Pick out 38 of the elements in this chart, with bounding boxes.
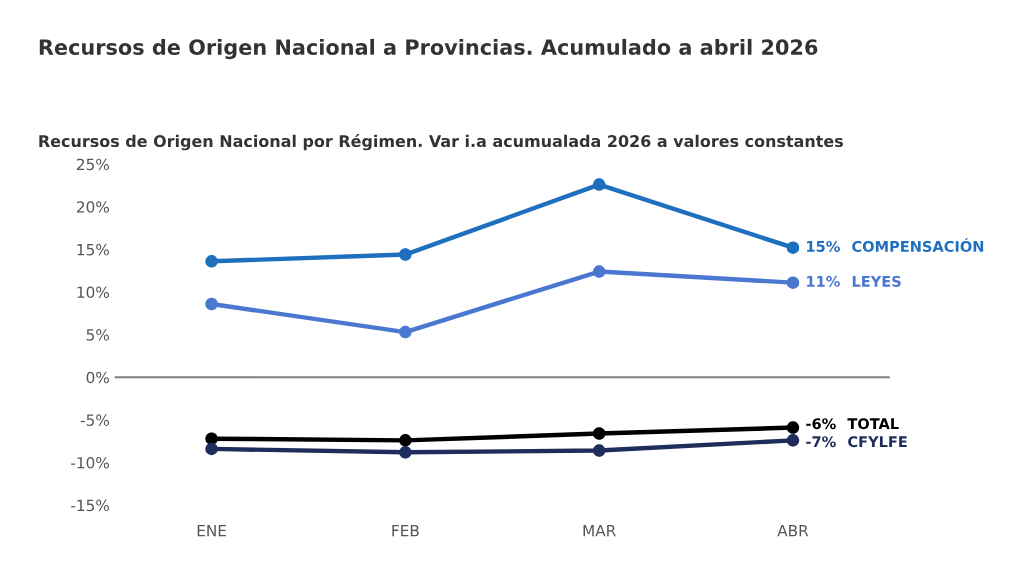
point (786, 434, 800, 447)
point (786, 421, 800, 434)
text: TOTAL (847, 418, 899, 430)
y-tick-label: 0% (86, 371, 109, 384)
point (786, 241, 800, 254)
point (592, 427, 606, 440)
text: COMPENSACIÓN (852, 238, 984, 252)
y-tick-label: 25% (76, 158, 109, 171)
y-tick-label: 20% (76, 201, 109, 213)
point (205, 297, 218, 311)
point (786, 276, 800, 289)
y-tick-label: -5% (80, 414, 109, 426)
y-tick-label: 10% (77, 286, 109, 299)
data-label: -7% (806, 436, 836, 448)
point (592, 265, 606, 278)
point (399, 446, 412, 459)
y-tick-label: 15% (77, 243, 109, 256)
text: CFYLFE (848, 436, 907, 448)
point (399, 434, 412, 447)
text: LEYES (852, 275, 901, 287)
y-tick-label: -15% (71, 499, 109, 512)
point (205, 442, 218, 456)
point (592, 444, 606, 457)
chart-subtitle: Recursos de Origen Nacional por Régimen. Var i.a acumualada 2026 a valores constantes (39, 134, 843, 151)
point (399, 325, 412, 339)
point (399, 248, 412, 261)
point (205, 255, 218, 268)
y-tick-label: 5% (86, 329, 109, 341)
data-label: 15% (807, 240, 840, 252)
x-tick-label: FEB (392, 525, 419, 537)
x-tick-label: ABR (777, 525, 809, 537)
point (592, 178, 606, 191)
chart-title: Recursos de Origen Nacional a Provincias. Acumulado a abril 2026 (39, 38, 818, 60)
x-tick-label: MAR (583, 525, 616, 537)
data-label: 11% (807, 275, 840, 287)
x-tick-label: ENE (197, 525, 226, 537)
data-label: -6% (806, 418, 836, 430)
y-tick-label: -10% (71, 456, 109, 469)
